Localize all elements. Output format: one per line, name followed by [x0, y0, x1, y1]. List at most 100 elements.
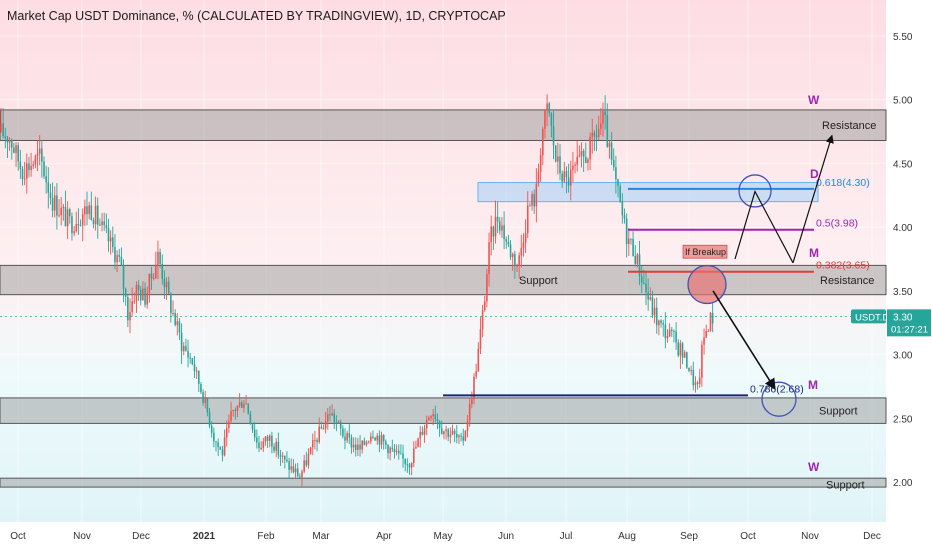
candle-body: [434, 414, 437, 420]
candle-body: [503, 225, 505, 240]
candle-body: [116, 255, 118, 263]
candle-body: [387, 444, 389, 454]
candle-body: [625, 218, 628, 244]
candle-body: [572, 165, 574, 170]
candle-body: [234, 409, 237, 412]
candle-body: [597, 128, 600, 137]
candle-body: [301, 471, 303, 477]
candle-body: [698, 377, 701, 384]
candle-body: [178, 321, 181, 333]
candle-body: [666, 336, 669, 339]
candle-body: [333, 413, 336, 423]
candle-body: [683, 352, 686, 358]
candle-body: [423, 428, 426, 435]
candle-body: [335, 422, 338, 424]
candle-body: [38, 148, 41, 154]
zone-support-2: [0, 397, 887, 424]
candle-body: [385, 441, 387, 445]
candle-body: [580, 150, 583, 156]
candle-body: [365, 442, 368, 445]
candle-body: [200, 384, 202, 393]
candle-body: [47, 182, 50, 193]
candle-body: [402, 453, 404, 459]
candle-body: [167, 281, 170, 294]
candle-body: [477, 348, 480, 372]
candle-body: [142, 288, 144, 301]
candle-body: [96, 205, 99, 225]
candle-body: [370, 436, 372, 442]
candle-body: [155, 265, 157, 278]
time-tick-label: Aug: [618, 531, 636, 542]
time-axis-background: [0, 522, 886, 550]
candle-body: [238, 402, 241, 406]
candle-body: [651, 297, 654, 316]
candle-body: [533, 194, 535, 207]
candle-body: [163, 278, 166, 288]
candle-body: [342, 428, 344, 437]
candle-body: [374, 437, 376, 441]
candle-body: [159, 251, 161, 264]
candle-body: [363, 440, 366, 445]
candle-body: [591, 132, 594, 138]
candle-body: [707, 330, 710, 332]
candle-body: [58, 215, 60, 217]
candle-body: [505, 239, 508, 242]
drawings: [0, 134, 886, 417]
candle-body: [526, 205, 529, 234]
price-axis[interactable]: 5.50 5.00 4.50 4.00 3.50 3.00 2.50 2.00 USDT.D 3.…: [851, 32, 931, 489]
candle-body: [352, 444, 355, 448]
price-tick-label: 4.00: [893, 223, 913, 234]
candle-body: [438, 421, 441, 429]
candle-body: [81, 214, 84, 226]
candle-body: [124, 288, 127, 298]
candle-body: [6, 137, 9, 143]
candle-body: [253, 429, 256, 438]
candle-body: [165, 281, 168, 288]
candle-body: [632, 238, 634, 256]
candle-body: [496, 216, 499, 222]
candle-body: [679, 343, 682, 356]
candle-body: [2, 123, 4, 137]
candle-body: [419, 431, 422, 439]
candle-body: [193, 364, 196, 372]
candle-body: [92, 220, 95, 225]
wave-label-d-1: D: [810, 167, 819, 181]
candle-body: [686, 352, 688, 368]
candle-body: [275, 441, 277, 451]
candle-body: [522, 242, 525, 248]
zone-label-support-bottom: Support: [826, 480, 865, 492]
candle-body: [408, 464, 411, 468]
candle-body: [456, 433, 458, 438]
candle-body: [249, 413, 252, 425]
zone-label-support-mid: Support: [519, 275, 558, 287]
candle-body: [66, 209, 69, 227]
candle-body: [62, 206, 65, 208]
time-tick-label: May: [434, 531, 453, 542]
candle-body: [53, 195, 56, 211]
breakout-circle: [687, 264, 727, 305]
candle-body: [432, 414, 434, 417]
candle-body: [88, 205, 90, 215]
candle-body: [133, 300, 136, 302]
candle-body: [634, 255, 637, 265]
candle-body: [339, 421, 342, 429]
candle-body: [705, 331, 707, 338]
candle-body: [245, 403, 247, 405]
fib-label-0.5: 0.5(3.98): [816, 218, 858, 230]
candle-body: [681, 343, 684, 358]
candle-body: [473, 376, 475, 400]
time-axis[interactable]: Oct Nov Dec 2021 Feb Mar Apr May Jun Jul Aug Sep Oct…: [10, 531, 881, 542]
candle-body: [137, 285, 140, 290]
zone-label-support-low: Support: [819, 406, 858, 418]
candle-body: [507, 241, 510, 245]
candle-body: [391, 447, 394, 450]
candle-body: [511, 253, 514, 258]
candle-body: [563, 171, 566, 182]
candle-body: [509, 244, 512, 258]
candle-body: [221, 449, 224, 456]
candle-body: [189, 357, 191, 359]
candle-body: [668, 329, 671, 337]
candle-body: [213, 432, 215, 442]
last-price-value: 3.30: [893, 312, 913, 323]
